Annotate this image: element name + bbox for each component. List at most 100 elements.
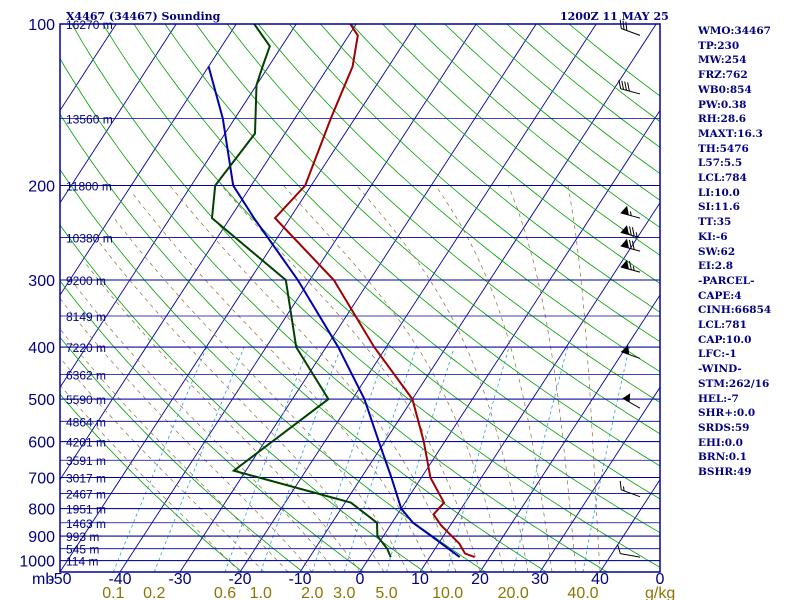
height-label: 1463 m xyxy=(66,517,106,531)
height-label: 1951 m xyxy=(66,503,106,517)
temperature-tick-label: 10 xyxy=(411,571,429,588)
wind-barb-flag xyxy=(626,206,629,216)
stability-index-item: LCL:781 xyxy=(698,319,747,332)
wind-barb-flag xyxy=(627,82,630,92)
pressure-tick-label: 800 xyxy=(28,502,55,519)
moist-adiabat-line xyxy=(567,185,601,572)
stability-index-item: STM:262/16 xyxy=(698,377,770,390)
stability-index-item: CINH:66854 xyxy=(698,304,772,317)
wind-barb-flag xyxy=(619,480,622,490)
height-label: 2467 m xyxy=(66,488,106,502)
wind-barb-flag xyxy=(629,226,632,236)
isotherm-line xyxy=(60,24,237,296)
moist-adiabat-line xyxy=(169,185,457,572)
temperature-tick-label: -50 xyxy=(48,571,71,588)
pressure-tick-label: 900 xyxy=(28,529,55,546)
isotherm-line xyxy=(0,24,56,572)
stability-index-item: -WIND- xyxy=(698,363,742,376)
pressure-tick-label: 1000 xyxy=(19,554,55,571)
wind-barb-staff xyxy=(620,88,641,95)
mixing-ratio-line xyxy=(512,346,568,572)
pressure-tick-label: 100 xyxy=(28,17,55,34)
sounding-title: X4467 (34467) Sounding xyxy=(66,10,221,23)
dry-adiabat-line xyxy=(102,24,660,534)
mixing-ratio-label: 5.0 xyxy=(375,585,397,600)
stability-index-item: LI:10.0 xyxy=(698,186,740,199)
height-label: 5590 m xyxy=(66,393,106,407)
moist-adiabat-line xyxy=(356,185,529,572)
wind-barb-half-flag xyxy=(635,232,638,237)
wind-barb-pennant xyxy=(620,206,629,216)
pressure-tick-label: 600 xyxy=(28,435,55,452)
stability-index-item: LCL:784 xyxy=(698,172,747,185)
plot-frame xyxy=(59,23,661,573)
wind-barb-flag xyxy=(629,239,632,249)
height-label: 7220 m xyxy=(66,341,106,355)
wind-barb xyxy=(617,544,641,558)
background-lines xyxy=(0,24,660,572)
dry-adiabat-line xyxy=(71,24,660,568)
wind-barb-flag xyxy=(626,225,629,235)
stability-index-item: MAXT:16.3 xyxy=(698,127,763,140)
stability-index-item: SI:11.6 xyxy=(698,201,740,214)
mixing-ratio-label: 0.1 xyxy=(102,585,124,600)
stability-index-item: EI:2.8 xyxy=(698,260,734,273)
moist-adiabat-line xyxy=(283,185,505,572)
mixing-ratio-label: 10.0 xyxy=(432,585,463,600)
sounding-time: 1200Z 11 MAY 25 xyxy=(560,10,669,23)
wind-barb-flag xyxy=(626,260,629,270)
wind-barb-pennant xyxy=(622,393,631,403)
pressure-tick-label: 700 xyxy=(28,471,55,488)
wind-barb-staff xyxy=(620,553,641,558)
dry-adiabat-line xyxy=(382,24,660,256)
mixing-ratio-label: 3.0 xyxy=(333,585,355,600)
stability-index-item: SW:62 xyxy=(698,245,736,258)
stability-index-item: SRDS:59 xyxy=(698,421,750,434)
isotherm-line xyxy=(479,294,660,572)
height-label: 545 m xyxy=(66,543,99,557)
temperature-tick-label: -40 xyxy=(108,571,131,588)
temperature-tick-label: 0 xyxy=(356,571,365,588)
wind-barb xyxy=(622,393,641,409)
height-label: 114 m xyxy=(66,555,98,569)
isotherm-line xyxy=(359,109,660,572)
isotherm-line xyxy=(419,201,660,572)
isotherm-line xyxy=(60,24,357,481)
wind-barb-flag xyxy=(618,79,622,89)
mixing-ratio-label: 1.0 xyxy=(250,585,272,600)
height-label: 8149 m xyxy=(66,310,106,324)
stability-index-item: WMO:34467 xyxy=(698,25,771,37)
stability-index-item: KI:-6 xyxy=(698,230,728,243)
temperature-tick-label: 30 xyxy=(531,571,549,588)
mixing-ratio-label: 20.0 xyxy=(498,585,529,600)
mixing-ratio-line xyxy=(153,346,245,572)
wind-barb xyxy=(620,260,641,273)
stability-index-item: -PARCEL- xyxy=(698,274,755,287)
height-label: 4864 m xyxy=(66,415,106,429)
dry-adiabat-line xyxy=(288,24,660,343)
stability-index-item: WB0:854 xyxy=(698,83,752,96)
stability-indices-list: WMO:34467 TP:230 MW:254 FRZ:762 WB0:854 PW:0.… xyxy=(698,24,798,480)
wind-barb-flag xyxy=(621,80,625,90)
wind-barb xyxy=(621,345,641,359)
dry-adiabat-line xyxy=(226,24,660,403)
mixing-ratio-line xyxy=(112,346,208,572)
wind-barb-flag xyxy=(629,260,632,270)
wind-barb xyxy=(619,480,641,498)
isotherm-line xyxy=(60,24,297,389)
wind-barb xyxy=(620,206,641,219)
wind-barb-staff xyxy=(620,212,641,219)
stability-index-item: BSHR:49 xyxy=(698,466,752,479)
height-label: 3591 m xyxy=(66,454,106,468)
pressure-tick-label: 500 xyxy=(28,392,55,409)
pressure-tick-label: 400 xyxy=(28,340,55,357)
wind-barb xyxy=(619,19,641,36)
temperature-tick-label: 0 xyxy=(656,571,665,588)
wind-barb-half-flag xyxy=(623,486,625,491)
dry-adiabat-line xyxy=(133,24,660,500)
height-label: 13560 m xyxy=(66,112,113,126)
temperature-tick-label: 40 xyxy=(591,571,609,588)
stability-index-item: BRN:0.1 xyxy=(698,451,747,464)
wind-barb-pennant xyxy=(620,239,629,249)
